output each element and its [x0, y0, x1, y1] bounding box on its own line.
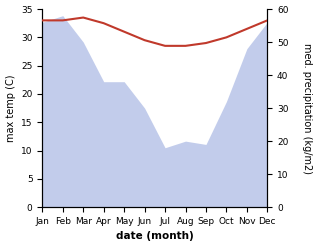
Y-axis label: med. precipitation (kg/m2): med. precipitation (kg/m2) — [302, 43, 313, 174]
Y-axis label: max temp (C): max temp (C) — [5, 74, 16, 142]
X-axis label: date (month): date (month) — [116, 231, 194, 242]
